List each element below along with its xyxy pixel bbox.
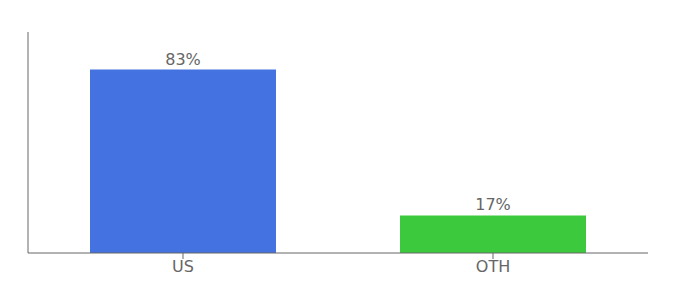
svg-text:83%: 83% (165, 50, 201, 69)
svg-text:US: US (172, 257, 194, 276)
svg-text:OTH: OTH (476, 257, 510, 276)
svg-text:17%: 17% (475, 195, 511, 214)
